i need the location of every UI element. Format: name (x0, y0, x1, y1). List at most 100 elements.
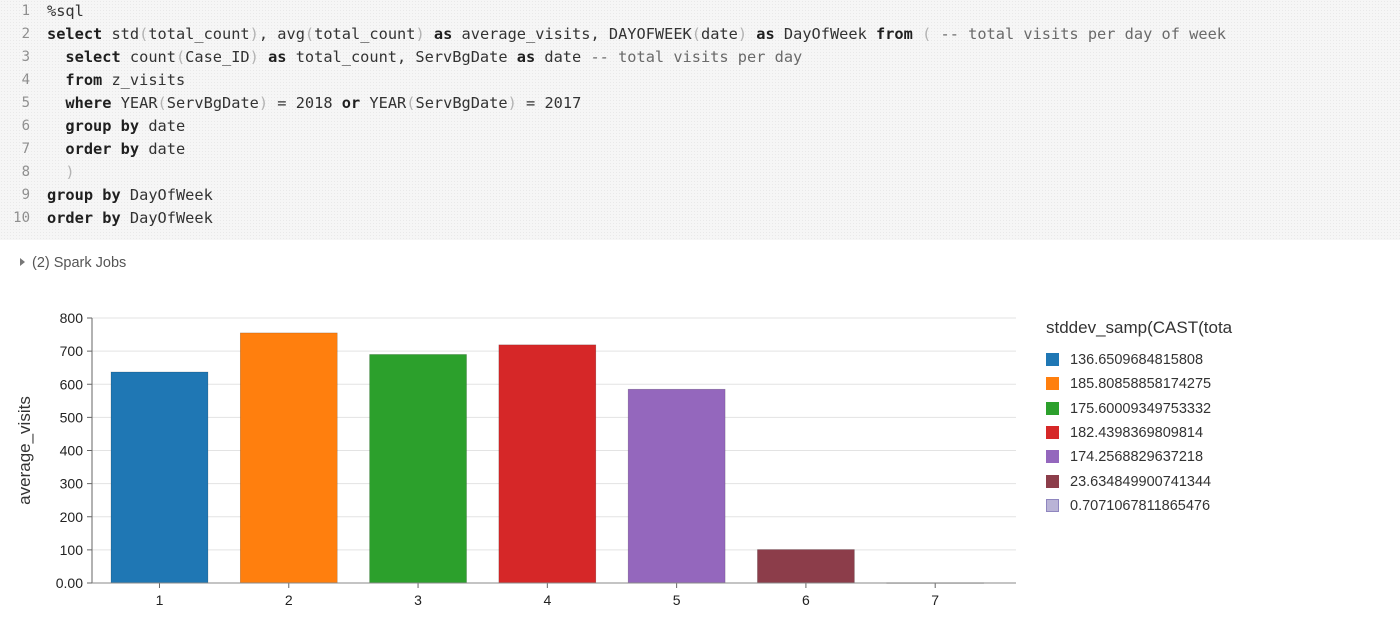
code-token: as (516, 48, 536, 66)
code-token: select (47, 25, 103, 43)
code-token: YEAR (111, 94, 158, 112)
bar[interactable] (110, 371, 209, 584)
code-text: group by DayOfWeek (47, 184, 213, 207)
legend-item[interactable]: 182.4398369809814 (1046, 424, 1306, 442)
code-token: , avg (258, 25, 305, 43)
code-token (747, 25, 756, 43)
legend-swatch (1046, 474, 1059, 488)
code-text: order by date (47, 138, 185, 161)
code-token: select (65, 48, 121, 66)
legend-label: 182.4398369809814 (1070, 424, 1204, 441)
legend-label: 174.2568829637218 (1070, 449, 1204, 466)
spark-jobs-toggle[interactable]: (2) Spark Jobs (20, 253, 126, 273)
code-token: total_count, ServBgDate (286, 48, 517, 66)
code-token: from (876, 25, 913, 43)
code-cell[interactable]: 1 %sql 2 select std(total_count), avg(total… (0, 0, 1400, 240)
code-token: ) (249, 48, 259, 66)
code-token: date (139, 140, 186, 158)
code-token: group by (65, 117, 140, 135)
code-text: from z_visits (47, 69, 185, 92)
legend-swatch (1046, 425, 1059, 439)
code-token: %sql (47, 2, 84, 20)
code-token: DayOfWeek (774, 25, 876, 43)
code-token: as (756, 25, 775, 43)
code-token (913, 25, 922, 43)
y-tick-label: 700 (60, 343, 84, 359)
bar[interactable] (757, 549, 855, 584)
code-token: date (700, 25, 738, 43)
y-tick-label: 500 (60, 409, 84, 425)
code-token: ) (258, 94, 269, 112)
legend-item[interactable]: 175.60009349753332 (1046, 400, 1306, 418)
code-token: ServBgDate (415, 94, 508, 112)
code-token: std (102, 25, 140, 43)
legend-swatch (1046, 498, 1059, 512)
code-token (47, 94, 65, 112)
code-token: ( (304, 25, 315, 43)
code-token: ( (157, 94, 167, 112)
code-token: as (268, 48, 287, 66)
line-number: 9 (21, 187, 30, 203)
legend-item[interactable]: 174.2568829637218 (1046, 448, 1306, 466)
bar[interactable] (627, 388, 726, 584)
code-token: order by (65, 140, 140, 158)
code-token: as (433, 25, 453, 43)
code-token: ) (737, 25, 748, 43)
code-token: ( (175, 48, 186, 66)
bar[interactable] (369, 354, 467, 584)
y-tick-label: 100 (60, 542, 84, 558)
code-token: order by (47, 209, 121, 227)
code-token: total_count (148, 25, 250, 43)
code-token: group by (47, 186, 121, 204)
legend-label: 23.634849900741344 (1070, 473, 1212, 490)
code-token: ( (139, 25, 149, 43)
line-number: 7 (21, 141, 30, 157)
legend-item[interactable]: 0.7071067811865476 (1046, 497, 1306, 515)
code-token (47, 48, 65, 66)
code-token: where (65, 94, 112, 112)
code-text: ) (47, 161, 74, 184)
bar[interactable] (498, 344, 597, 584)
legend-title: stddev_samp(CAST(tota (1046, 318, 1233, 337)
code-token: ( (922, 25, 932, 43)
line-number: 6 (21, 118, 30, 134)
x-tick-label: 1 (156, 592, 164, 608)
spark-jobs-label: (2) Spark Jobs (32, 255, 127, 271)
x-tick-label: 2 (285, 592, 293, 608)
x-tick-label: 3 (414, 592, 422, 608)
code-token: -- total visits per day of week (931, 25, 1226, 43)
legend-swatch (1046, 353, 1059, 366)
x-tick-label: 4 (543, 592, 551, 608)
code-token: z_visits (102, 71, 186, 89)
code-token: ( (691, 25, 701, 43)
x-tick-label: 6 (802, 592, 810, 608)
legend-label: 0.7071067811865476 (1070, 497, 1211, 514)
code-token (259, 48, 268, 66)
line-number: 5 (21, 95, 30, 111)
code-token: ( (406, 94, 416, 112)
legend-swatch (1046, 377, 1059, 391)
x-tick-label: 7 (931, 592, 939, 608)
caret-right-icon (20, 258, 25, 266)
y-tick-label: 800 (60, 310, 84, 326)
code-token: total_count (314, 25, 416, 43)
legend-item[interactable]: 136.6509684815808 (1046, 351, 1306, 369)
code-token: average_visits, DAYOFWEEK (452, 25, 692, 43)
code-token: DayOfWeek (120, 186, 213, 204)
legend-swatch (1046, 450, 1059, 464)
code-token: Case_ID (185, 48, 250, 66)
legend-item[interactable]: 23.634849900741344 (1046, 473, 1306, 491)
code-token (47, 140, 65, 158)
code-token: ) (507, 94, 517, 112)
legend-label: 175.60009349753332 (1070, 400, 1212, 417)
y-tick-label: 200 (60, 509, 84, 525)
code-text: select std(total_count), avg(total_count… (47, 23, 1226, 46)
legend-label: 136.6509684815808 (1070, 352, 1204, 368)
code-token: from (65, 71, 103, 89)
line-number: 2 (21, 26, 30, 42)
legend-item[interactable]: 185.80858858174275 (1046, 375, 1306, 393)
bar[interactable] (239, 332, 338, 584)
y-tick-label: 0.00 (56, 575, 83, 591)
code-token: or (341, 94, 361, 112)
legend-swatch (1046, 401, 1059, 415)
